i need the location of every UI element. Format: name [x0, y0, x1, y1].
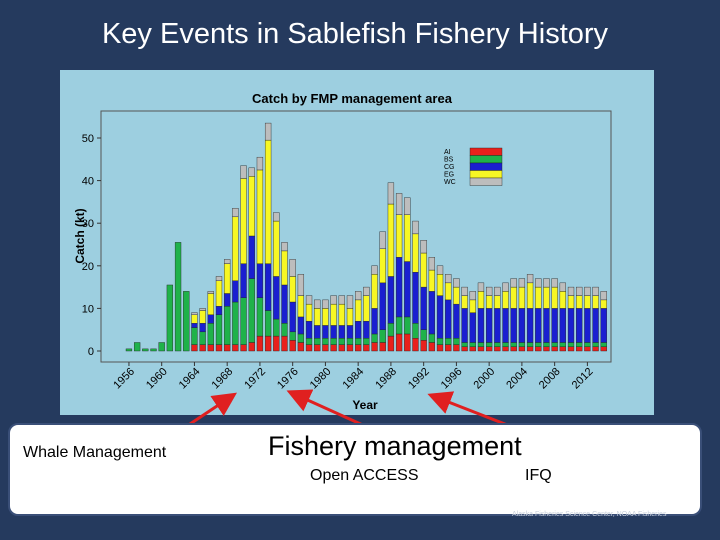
bar-wc-2006 — [535, 278, 542, 288]
bar-wc-1975 — [281, 242, 288, 252]
bar-wc-1972 — [256, 156, 264, 171]
bar-wc-1973 — [264, 122, 272, 141]
bar-wc-1995 — [445, 274, 452, 284]
bar-bs-1963 — [183, 291, 190, 352]
open-access-arrow — [286, 389, 366, 428]
bar-wc-2011 — [576, 286, 583, 296]
bar-wc-1988 — [387, 182, 395, 205]
y-ticks-group: 0 10 20 30 40 50 — [82, 133, 101, 358]
bar-wc-1997 — [461, 286, 468, 296]
bar-wc-2007 — [543, 278, 550, 288]
bar-wc-2008 — [551, 278, 558, 288]
bar-wc-2014 — [600, 291, 607, 301]
bar-wc-2001 — [494, 286, 501, 296]
bar-wc-1992 — [420, 240, 427, 254]
legend-swatch-wc — [469, 177, 503, 186]
bar-wc-1996 — [453, 278, 460, 288]
bar-wc-2013 — [592, 286, 599, 296]
bar-wc-2005 — [526, 274, 534, 284]
bar-wc-1968 — [224, 259, 231, 264]
bar-bs-1958 — [142, 348, 149, 352]
bar-bs-1956 — [125, 348, 133, 352]
bar-wc-1966 — [207, 291, 214, 294]
legend-label-eg: EG — [444, 172, 454, 179]
bar-wc-2010 — [567, 286, 575, 296]
bar-wc-1982 — [338, 295, 345, 305]
chart-svg: Catch by FMP management area Catch (kt) … — [73, 91, 612, 412]
bar-wc-1994 — [436, 265, 444, 275]
legend-label-bs: BS — [444, 157, 454, 164]
ifq-arrow — [427, 391, 516, 430]
fishery-management-label: Fishery management — [268, 431, 522, 461]
bar-wc-2012 — [584, 286, 591, 296]
bar-wc-1971 — [248, 167, 255, 177]
bar-bs-1960 — [158, 342, 165, 352]
chart-title: Catch by FMP management area — [252, 91, 453, 106]
bar-wc-1970 — [240, 165, 247, 179]
x-axis-label: Year — [352, 398, 378, 412]
bar-wc-1989 — [395, 193, 403, 215]
bar-wc-2004 — [518, 278, 526, 288]
bar-wc-1967 — [215, 276, 223, 281]
bar-bs-1961 — [166, 284, 174, 352]
bar-wc-1965 — [199, 308, 206, 311]
y-tick-label: 50 — [82, 133, 94, 145]
bar-bs-1959 — [150, 348, 157, 352]
bar-wc-2002 — [502, 282, 509, 292]
y-tick-label: 40 — [82, 176, 94, 188]
bar-wc-1969 — [232, 208, 239, 218]
bar-wc-1976 — [289, 259, 296, 277]
bar-wc-1998 — [469, 291, 476, 301]
bar-wc-1986 — [371, 265, 378, 275]
y-axis-label: Catch (kt) — [73, 208, 87, 263]
bar-wc-1980 — [322, 299, 329, 309]
footer-credit: Alaska Fisheries Science Center, NOAA Fi… — [512, 511, 667, 518]
bar-wc-1983 — [346, 295, 354, 309]
bar-wc-1984 — [355, 291, 362, 301]
bar-wc-2009 — [559, 282, 566, 292]
plot-frame — [100, 110, 612, 363]
bar-wc-1981 — [330, 295, 337, 305]
chart-figure: Catch by FMP management area Catch (kt) … — [60, 70, 654, 415]
bar-wc-1977 — [297, 274, 305, 296]
bar-bs-1957 — [133, 342, 141, 352]
whale-arrow — [186, 392, 237, 428]
bar-wc-1991 — [412, 220, 419, 235]
legend-label-cg: CG — [444, 164, 455, 171]
y-tick-label: 0 — [88, 346, 94, 358]
bar-bs-1962 — [174, 242, 182, 352]
bar-wc-1974 — [273, 212, 280, 222]
bar-wc-1993 — [428, 257, 435, 271]
bar-wc-1978 — [305, 295, 313, 305]
bar-wc-1964 — [191, 312, 198, 315]
events-panel: Whale Management Fishery management Open… — [8, 423, 702, 516]
bar-wc-1990 — [404, 197, 411, 215]
bar-wc-1985 — [363, 286, 370, 296]
y-tick-label: 30 — [82, 218, 94, 230]
bar-wc-1987 — [379, 231, 386, 249]
bar-wc-2003 — [510, 278, 517, 288]
whale-management-label: Whale Management — [23, 444, 167, 461]
bars-group — [125, 122, 607, 352]
y-tick-label: 10 — [82, 303, 94, 315]
legend-label-wc: WC — [444, 179, 456, 186]
bar-wc-2000 — [486, 286, 493, 296]
open-access-label: Open ACCESS — [310, 467, 419, 484]
slide-title: Key Events in Sablefish Fishery History — [101, 18, 609, 50]
y-tick-label: 20 — [82, 261, 94, 273]
bar-wc-1999 — [477, 282, 485, 292]
ifq-label: IFQ — [525, 467, 552, 484]
bar-wc-1979 — [314, 299, 321, 309]
legend-label-ai: AI — [444, 149, 451, 156]
